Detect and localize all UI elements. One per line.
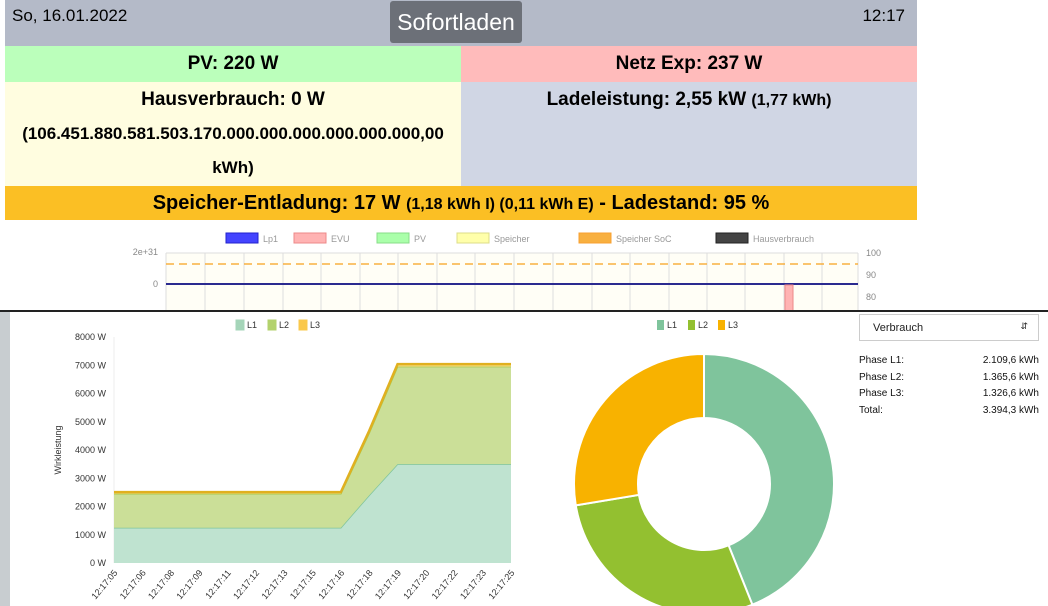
legend-label: PV bbox=[414, 234, 426, 244]
overview-chart: Lp1 EVU PV Speicher Speicher SoC Hausverbrauc… bbox=[133, 232, 881, 312]
legend-label: EVU bbox=[331, 234, 350, 244]
netz-value: Netz Exp: 237 W bbox=[615, 53, 763, 74]
x-tick: 12:17:06 bbox=[118, 568, 148, 601]
mode-button[interactable]: Sofortladen bbox=[390, 1, 522, 43]
updown-icon: ⇵ bbox=[1020, 321, 1028, 331]
y-axis-label: Wirkleistung bbox=[53, 425, 63, 474]
select-value: Verbrauch bbox=[873, 322, 924, 334]
legend-swatch bbox=[688, 320, 695, 330]
stat-row: Phase L1: 2.109,6 kWh bbox=[859, 355, 1039, 366]
x-tick: 12:17:23 bbox=[458, 568, 488, 601]
stat-value: 1.365,6 kWh bbox=[982, 371, 1039, 383]
stat-label: Phase L2: bbox=[859, 371, 905, 383]
phase-area-chart: L1 L2 L3 0 W 1000 W 2000 W 3000 W 4000 W 5000 W 6… bbox=[53, 319, 517, 601]
y-tick: 2e+31 bbox=[133, 247, 158, 257]
clock: 12:17 bbox=[862, 6, 905, 25]
y-tick-right: 80 bbox=[866, 292, 876, 302]
legend-label: L1 bbox=[667, 320, 677, 330]
evu-bar bbox=[784, 284, 794, 312]
line-L3 bbox=[114, 362, 511, 494]
x-tick: 12:17:05 bbox=[89, 568, 119, 601]
y-tick-right: 100 bbox=[866, 248, 881, 258]
legend-swatch bbox=[225, 232, 259, 244]
hausverbrauch-energy: (106.451.880.581.503.170.000.000.000.000… bbox=[22, 124, 444, 177]
legend-label: Hausverbrauch bbox=[753, 234, 814, 244]
stat-value: 3.394,3 kWh bbox=[982, 404, 1039, 416]
y-tick: 4000 W bbox=[75, 445, 107, 455]
side-strip bbox=[0, 312, 10, 606]
legend-swatch bbox=[718, 320, 725, 330]
y-tick: 3000 W bbox=[75, 473, 107, 483]
stat-value: 2.109,6 kWh bbox=[982, 355, 1039, 366]
x-tick: 12:17:09 bbox=[174, 568, 204, 601]
slice-L3 bbox=[573, 352, 705, 507]
legend-swatch bbox=[456, 232, 490, 244]
legend-swatch bbox=[267, 319, 277, 331]
netz-tile: Netz Exp: 237 W bbox=[461, 46, 917, 82]
chart-mode-select[interactable]: Verbrauch ⇵ bbox=[859, 314, 1039, 341]
slice-L1 bbox=[703, 352, 835, 606]
y-tick-right: 90 bbox=[866, 270, 876, 280]
plot-bg bbox=[166, 253, 858, 312]
legend-swatch bbox=[298, 319, 308, 331]
stat-row: Phase L2: 1.365,6 kWh bbox=[859, 372, 1039, 383]
x-tick: 12:17:08 bbox=[146, 568, 176, 601]
x-tick: 12:17:22 bbox=[430, 568, 460, 601]
legend-swatch bbox=[715, 232, 749, 244]
x-tick: 12:17:19 bbox=[373, 568, 403, 601]
speicher-value: Speicher-Entladung: 17 W bbox=[152, 192, 401, 214]
legend-label: Lp1 bbox=[263, 234, 278, 244]
x-tick: 12:17:12 bbox=[231, 568, 261, 601]
x-tick: 12:17:20 bbox=[401, 568, 431, 601]
hausverbrauch-value: Hausverbrauch: 0 W bbox=[141, 89, 325, 110]
y-tick: 0 W bbox=[90, 558, 107, 568]
phase-donut-chart: L1 L2 L3 bbox=[573, 320, 835, 606]
x-tick: 12:17:13 bbox=[259, 568, 289, 601]
y-tick: 0 bbox=[153, 279, 158, 289]
stat-row: Total: 3.394,3 kWh bbox=[859, 405, 1039, 416]
ladestand-value: - Ladestand: 95 % bbox=[599, 192, 770, 214]
legend-label: L3 bbox=[728, 320, 738, 330]
y-tick: 5000 W bbox=[75, 417, 107, 427]
pv-value: PV: 220 W bbox=[187, 53, 279, 74]
legend-label: L3 bbox=[310, 320, 320, 330]
legend-label: L2 bbox=[279, 320, 289, 330]
stat-label: Phase L1: bbox=[859, 355, 905, 366]
legend-label: Speicher bbox=[494, 234, 530, 244]
ladeleistung-energy: (1,77 kWh) bbox=[751, 92, 832, 109]
ladeleistung-value: Ladeleistung: 2,55 kW bbox=[546, 89, 747, 110]
x-tick: 12:17:16 bbox=[316, 568, 346, 601]
y-tick: 2000 W bbox=[75, 502, 107, 512]
speicher-energy: (1,18 kWh I) (0,11 kWh E) bbox=[406, 196, 594, 213]
legend-label: Speicher SoC bbox=[616, 234, 672, 244]
stat-label: Phase L3: bbox=[859, 388, 905, 399]
legend-label: L2 bbox=[698, 320, 708, 330]
area-L2 bbox=[114, 366, 511, 528]
x-tick: 12:17:25 bbox=[486, 568, 516, 601]
legend-label: L1 bbox=[247, 320, 257, 330]
speicher-tile: Speicher-Entladung: 17 W (1,18 kWh I) (0… bbox=[5, 186, 917, 220]
legend-swatch bbox=[235, 319, 245, 331]
stat-value: 1.326,6 kWh bbox=[982, 388, 1039, 399]
y-tick: 7000 W bbox=[75, 360, 107, 370]
y-tick: 8000 W bbox=[75, 332, 107, 342]
divider bbox=[0, 310, 1048, 312]
slice-L2 bbox=[574, 493, 754, 606]
hausverbrauch-tile: Hausverbrauch: 0 W (106.451.880.581.503.1… bbox=[5, 82, 461, 186]
legend-swatch bbox=[657, 320, 664, 330]
stat-label: Total: bbox=[859, 404, 883, 416]
x-tick: 12:17:11 bbox=[203, 568, 233, 601]
stat-row: Phase L3: 1.326,6 kWh bbox=[859, 388, 1039, 399]
area-L1 bbox=[114, 464, 511, 563]
pv-tile: PV: 220 W bbox=[5, 46, 461, 82]
y-tick: 1000 W bbox=[75, 530, 107, 540]
legend-swatch bbox=[578, 232, 612, 244]
y-tick: 6000 W bbox=[75, 389, 107, 399]
legend-swatch bbox=[376, 232, 410, 244]
x-tick: 12:17:18 bbox=[345, 568, 375, 601]
legend-swatch bbox=[293, 232, 327, 244]
x-tick: 12:17:15 bbox=[288, 568, 318, 601]
date: So, 16.01.2022 bbox=[12, 6, 128, 25]
ladeleistung-tile: Ladeleistung: 2,55 kW (1,77 kWh) bbox=[461, 82, 917, 186]
